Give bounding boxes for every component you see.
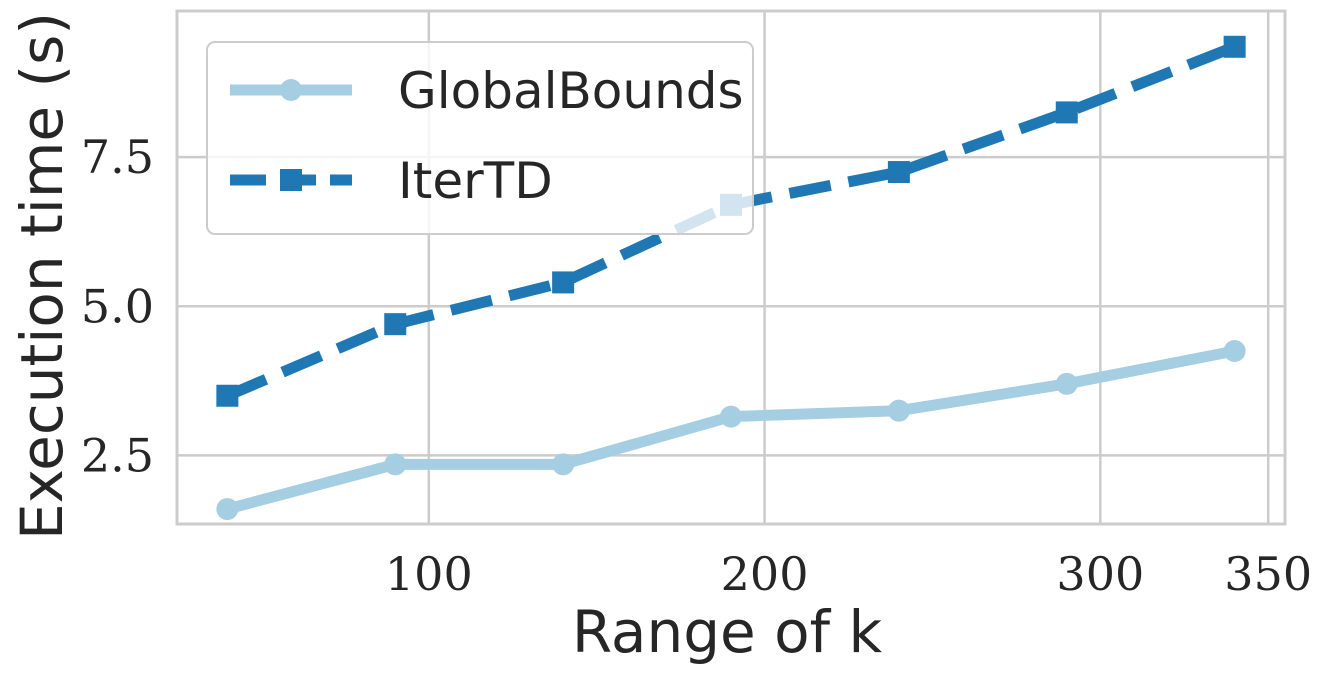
data-point [216,384,239,407]
y-tick-label: 2.5 [81,428,154,482]
data-point [384,453,407,476]
data-point [552,453,575,476]
data-point [552,271,575,294]
legend-item-itertd: IterTD [230,152,553,210]
y-tick-labels: 2.5 5.0 7.5 [81,130,154,482]
data-point [887,161,910,184]
series-globalbounds [216,340,1246,521]
legend: GlobalBounds IterTD [206,41,754,235]
x-tick-label: 100 [385,547,473,601]
plot-frame [175,9,1287,526]
data-point [1055,372,1078,395]
data-point [216,498,239,521]
y-axis-label: Execution time (s) [8,12,76,540]
data-point [1223,35,1246,58]
x-axis-label: Range of k [572,598,883,666]
legend-item-globalbounds: GlobalBounds [230,62,744,120]
x-tick-label: 200 [721,547,809,601]
data-point [1055,101,1078,124]
series-line [225,345,1236,515]
data-point [887,399,910,422]
x-tick-labels: 100 200 300 350 [385,547,1312,601]
legend-label: GlobalBounds [398,62,744,120]
y-tick-label: 7.5 [81,130,154,184]
x-tick-label: 300 [1056,547,1144,601]
x-tick-label: 350 [1224,547,1312,601]
legend-items: GlobalBounds IterTD [230,62,744,210]
data-point [720,405,742,428]
legend-marker [280,79,302,101]
data-point [1223,340,1246,363]
data-point [384,313,407,336]
legend-marker [280,169,302,191]
y-tick-label: 5.0 [81,279,154,333]
legend-label: IterTD [398,152,553,210]
